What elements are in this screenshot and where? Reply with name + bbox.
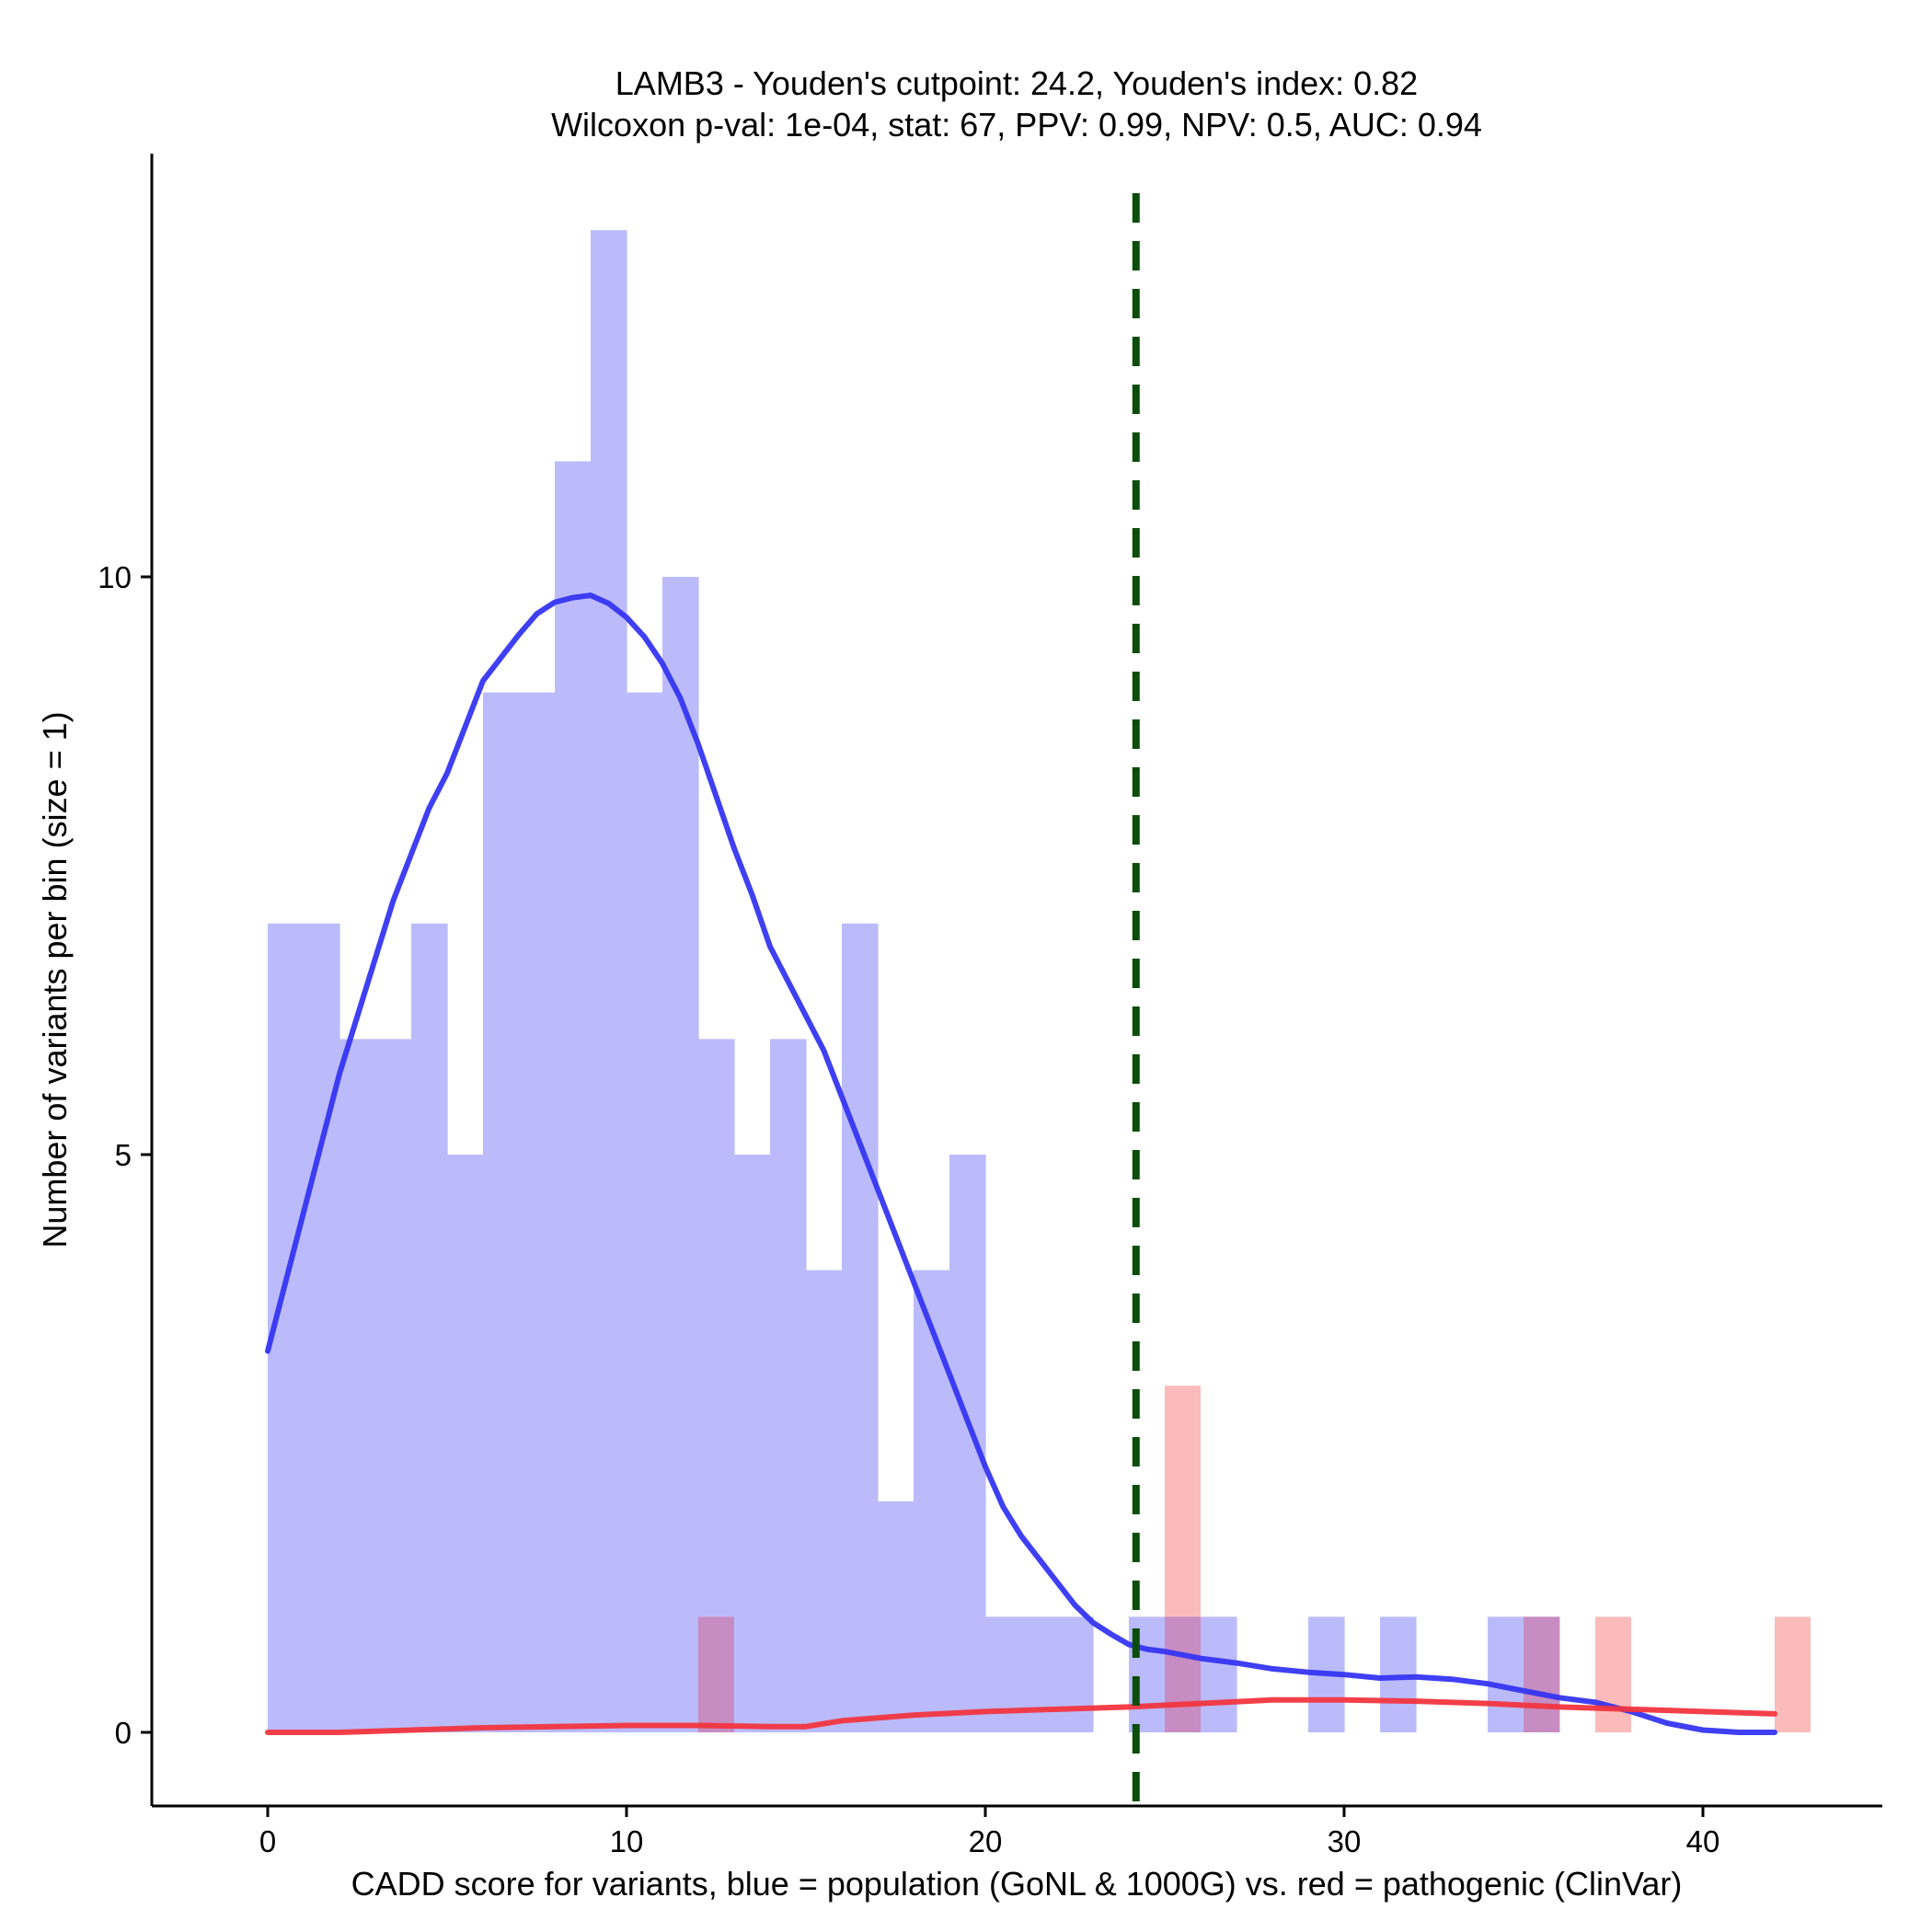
population-bar [662,577,699,1732]
x-tick-label: 20 [969,1824,1003,1858]
x-axis-ticks: 0 10 20 30 40 [259,1806,1720,1858]
population-bar [1021,1616,1058,1732]
x-axis-title: CADD score for variants, blue = populati… [351,1865,1683,1903]
y-tick-label: 0 [115,1716,132,1750]
x-tick-label: 0 [259,1824,276,1858]
overlap-bar [1524,1616,1559,1732]
y-axis-ticks: 0 5 10 [98,560,152,1750]
overlap-bars [698,1616,1559,1732]
x-tick-label: 10 [610,1824,644,1858]
population-bar [914,1270,950,1732]
pathogenic-density-line [265,1696,1777,1735]
density-curves [265,592,1777,1735]
population-bar [447,1155,484,1732]
axes [150,154,1882,1808]
population-bar [878,1501,914,1732]
y-tick-label: 5 [115,1138,132,1172]
population-bar [1201,1616,1237,1732]
pathogenic-bar [1595,1616,1631,1732]
population-bar [985,1616,1022,1732]
overlap-bar [1165,1616,1201,1732]
chart-title: LAMB3 - Youden's cutpoint: 24.2, Youden'… [551,64,1482,144]
x-tick-label: 40 [1686,1824,1720,1858]
chart-title-line-1: LAMB3 - Youden's cutpoint: 24.2, Youden'… [615,64,1418,102]
population-bars [268,230,1560,1733]
population-bar [555,461,592,1732]
population-bar [770,1039,807,1732]
population-bar [375,1039,412,1732]
population-bar [949,1155,986,1732]
population-bar [806,1270,843,1732]
population-bar [734,1155,771,1732]
population-bar [842,923,879,1732]
population-bar [304,923,340,1732]
population-bar [483,692,520,1732]
population-bar [591,230,627,1733]
population-bar [519,692,556,1732]
overlap-bar [698,1616,734,1732]
population-bar [1488,1616,1524,1732]
chart-title-line-2: Wilcoxon p-val: 1e-04, stat: 67, PPV: 0.… [551,106,1482,144]
population-density-line [265,592,1777,1735]
y-axis-title: Number of variants per bin (size = 1) [36,711,74,1248]
x-tick-label: 30 [1328,1824,1362,1858]
population-bar [1057,1616,1094,1732]
pathogenic-bar [1775,1616,1811,1732]
population-bar [339,1039,376,1732]
population-bar [627,692,663,1732]
population-bar [411,923,448,1732]
y-tick-label: 10 [98,560,132,594]
